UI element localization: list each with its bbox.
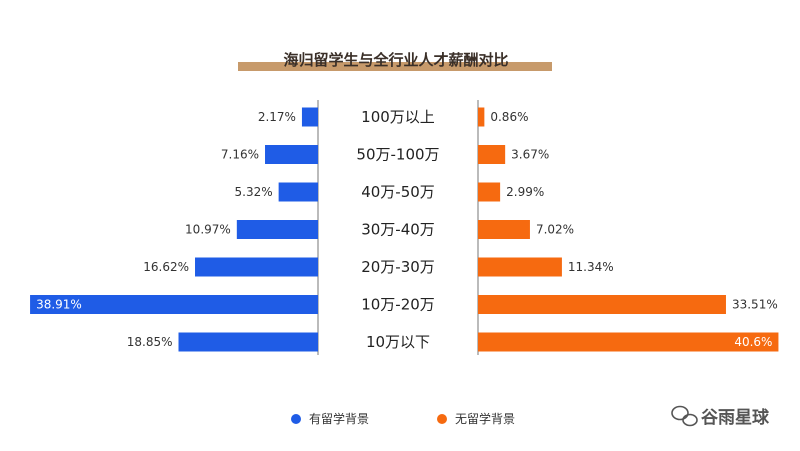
value-label-right-4: 11.34% — [568, 260, 614, 274]
bar-left-0 — [301, 107, 318, 127]
bar-right-1 — [478, 145, 506, 164]
value-label-left-6: 18.85% — [127, 335, 173, 349]
bar-right-5 — [478, 295, 726, 314]
title-band — [238, 62, 552, 71]
bar-left-4 — [195, 257, 318, 277]
legend-marker-0 — [291, 414, 301, 424]
legend-label-0: 有留学背景 — [309, 411, 369, 426]
category-label-4: 20万-30万 — [361, 258, 435, 276]
value-label-right-0: 0.86% — [490, 110, 528, 124]
bar-right-0 — [478, 107, 485, 127]
bar-left-1 — [265, 145, 318, 164]
value-labels: 2.17% 0.86% 7.16% 3.67% 5.32% 2.99% 10.97% 7.02… — [36, 110, 778, 349]
bar-right-2 — [478, 182, 501, 202]
value-label-right-2: 2.99% — [506, 185, 544, 199]
watermark-text: 谷雨星球 — [701, 408, 770, 428]
category-labels: 100万以上 50万-100万 40万-50万 30万-40万 20万-30万 10万-2… — [356, 108, 439, 351]
watermark: 谷雨星球 — [671, 405, 770, 428]
bar-right-6 — [478, 332, 779, 352]
value-label-left-4: 16.62% — [143, 260, 189, 274]
category-label-2: 40万-50万 — [361, 183, 435, 201]
chart-title: 海归留学生与全行业人才薪酬对比 — [283, 51, 508, 69]
bar-right-3 — [478, 220, 530, 239]
category-label-1: 50万-100万 — [356, 146, 439, 164]
left-series-bars — [30, 107, 318, 352]
bar-left-6 — [178, 332, 318, 352]
value-label-left-3: 10.97% — [185, 223, 231, 237]
value-label-right-1: 3.67% — [511, 148, 549, 162]
right-series-bars — [478, 107, 779, 352]
value-label-right-3: 7.02% — [536, 223, 574, 237]
bar-left-5 — [30, 295, 318, 314]
category-label-5: 10万-20万 — [361, 296, 435, 314]
value-label-left-2: 5.32% — [235, 185, 273, 199]
value-label-left-0: 2.17% — [258, 110, 296, 124]
category-label-0: 100万以上 — [361, 108, 435, 126]
value-label-right-6: 40.6% — [734, 335, 772, 349]
category-label-6: 10万以下 — [366, 333, 430, 351]
bar-right-4 — [478, 257, 562, 277]
value-label-right-5: 33.51% — [732, 298, 778, 312]
category-label-3: 30万-40万 — [361, 221, 435, 239]
value-label-left-1: 7.16% — [221, 148, 259, 162]
wechat-icon — [671, 405, 698, 427]
legend-marker-1 — [437, 414, 447, 424]
value-label-left-5: 38.91% — [36, 298, 82, 312]
legend-label-1: 无留学背景 — [455, 411, 515, 426]
bar-left-2 — [278, 182, 318, 202]
bar-left-3 — [236, 220, 318, 239]
legend: 有留学背景 无留学背景 — [291, 411, 515, 426]
